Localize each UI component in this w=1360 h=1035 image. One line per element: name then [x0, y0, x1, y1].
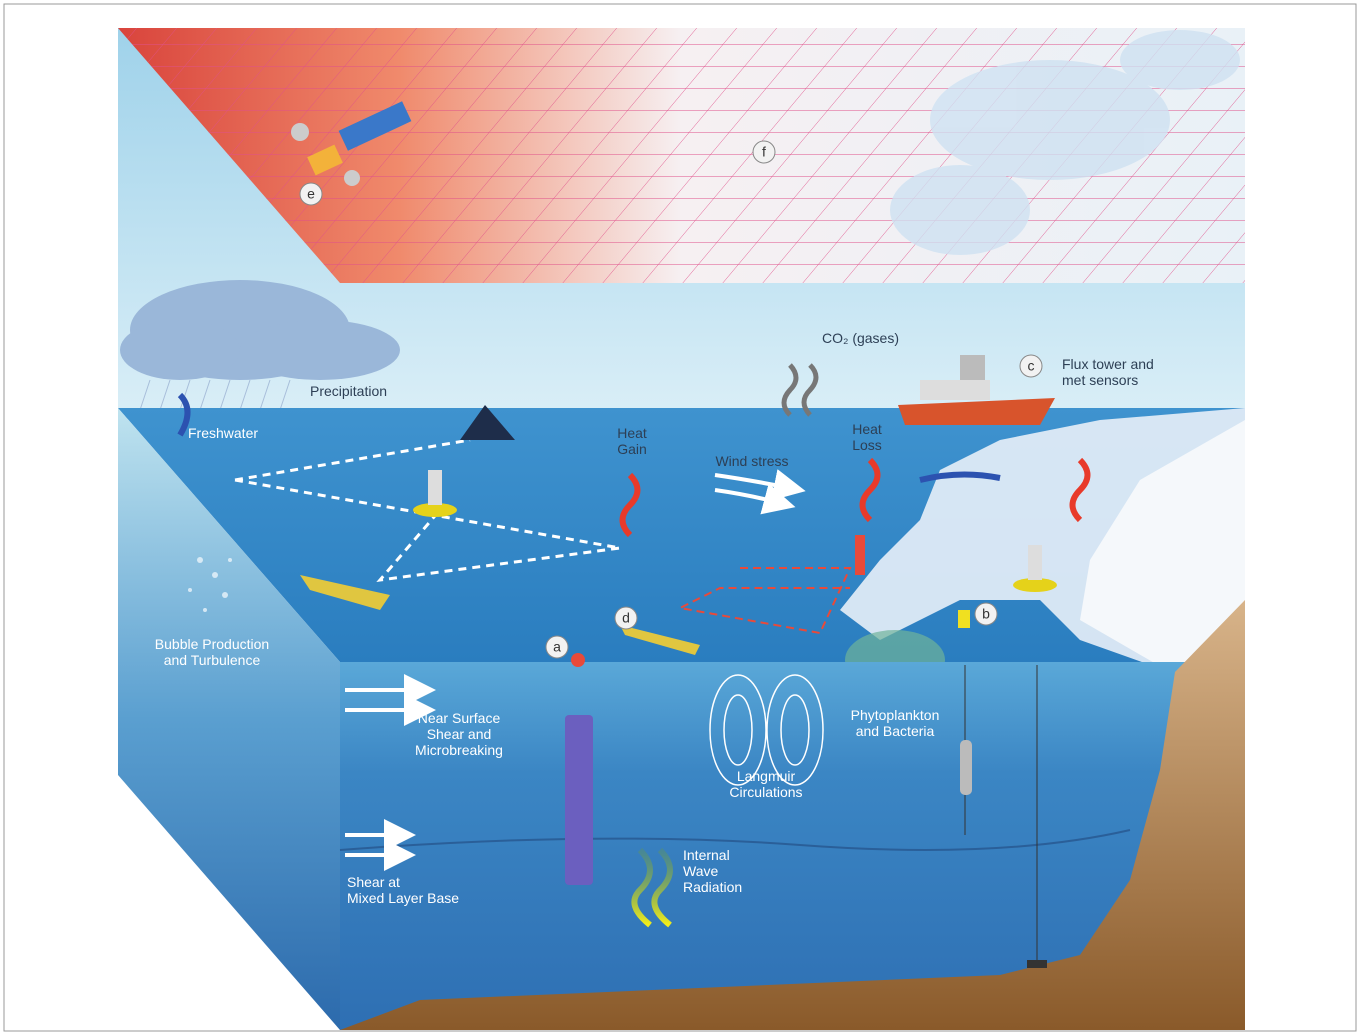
label-text: and Turbulence [164, 652, 261, 668]
side-face [118, 408, 340, 1030]
internal-wave-arrows [631, 847, 673, 928]
marker-circle [614, 606, 638, 630]
ice-drift-arrow [919, 471, 1001, 483]
label-text: Heat [617, 425, 647, 441]
label-text: Internal [683, 847, 730, 863]
label-text: Shear at [347, 874, 400, 890]
label-text: Shear and [427, 726, 492, 742]
label-text: Near Surface [418, 710, 501, 726]
marker-label: b [982, 606, 990, 622]
langmuir-cells [709, 674, 824, 786]
mooring [565, 653, 1047, 968]
label-text: Heat [852, 421, 882, 437]
label-text: Loss [852, 437, 882, 453]
label-text: Precipitation [310, 383, 387, 399]
label-text: Langmuir [737, 768, 796, 784]
glider-path [676, 567, 852, 635]
label-text: CO₂ (gases) [822, 330, 899, 346]
labels: Precipitation Freshwater CO₂ (gases) Flux t… [155, 330, 1154, 906]
label-text: and Bacteria [856, 723, 935, 739]
markers: a b c d e f [299, 140, 1043, 659]
marker-circle [974, 602, 998, 626]
label-text: Freshwater [188, 425, 258, 441]
label-text: Radiation [683, 879, 742, 895]
marker-circle [299, 182, 323, 206]
label-text: Circulations [729, 784, 802, 800]
map-land [890, 30, 1240, 255]
label-text: met sensors [1062, 372, 1138, 388]
heat-arrows [619, 457, 1091, 538]
label-text: Phytoplankton [851, 707, 940, 723]
freshwater-arrow [177, 392, 191, 437]
marker-label: f [762, 144, 766, 160]
satellite [291, 101, 412, 186]
label-text: Mixed Layer Base [347, 890, 459, 906]
marker-label: d [622, 610, 630, 626]
gas-arrows [781, 363, 819, 417]
marker-label: c [1028, 358, 1035, 374]
marker-circle [545, 635, 569, 659]
marker-label: a [553, 639, 561, 655]
label-text: Bubble Production [155, 636, 269, 652]
mixed-layer-base [339, 829, 1131, 851]
marker-circle [1019, 354, 1043, 378]
label-text: Flux tower and [1062, 356, 1154, 372]
bubbles [188, 557, 232, 612]
frame [3, 3, 1357, 1032]
label-text: Wind stress [715, 453, 788, 469]
label-text: Gain [617, 441, 647, 457]
label-text: Microbreaking [415, 742, 503, 758]
label-text: Wave [683, 863, 718, 879]
vehicle-paths [234, 438, 621, 583]
wind-arrows [345, 469, 806, 871]
seabed [340, 600, 1245, 1030]
buoys [300, 405, 1057, 655]
cloud [120, 280, 400, 380]
ship [898, 355, 1055, 425]
marker-circle [752, 140, 776, 164]
marker-label: e [307, 186, 315, 202]
rain [139, 379, 291, 411]
